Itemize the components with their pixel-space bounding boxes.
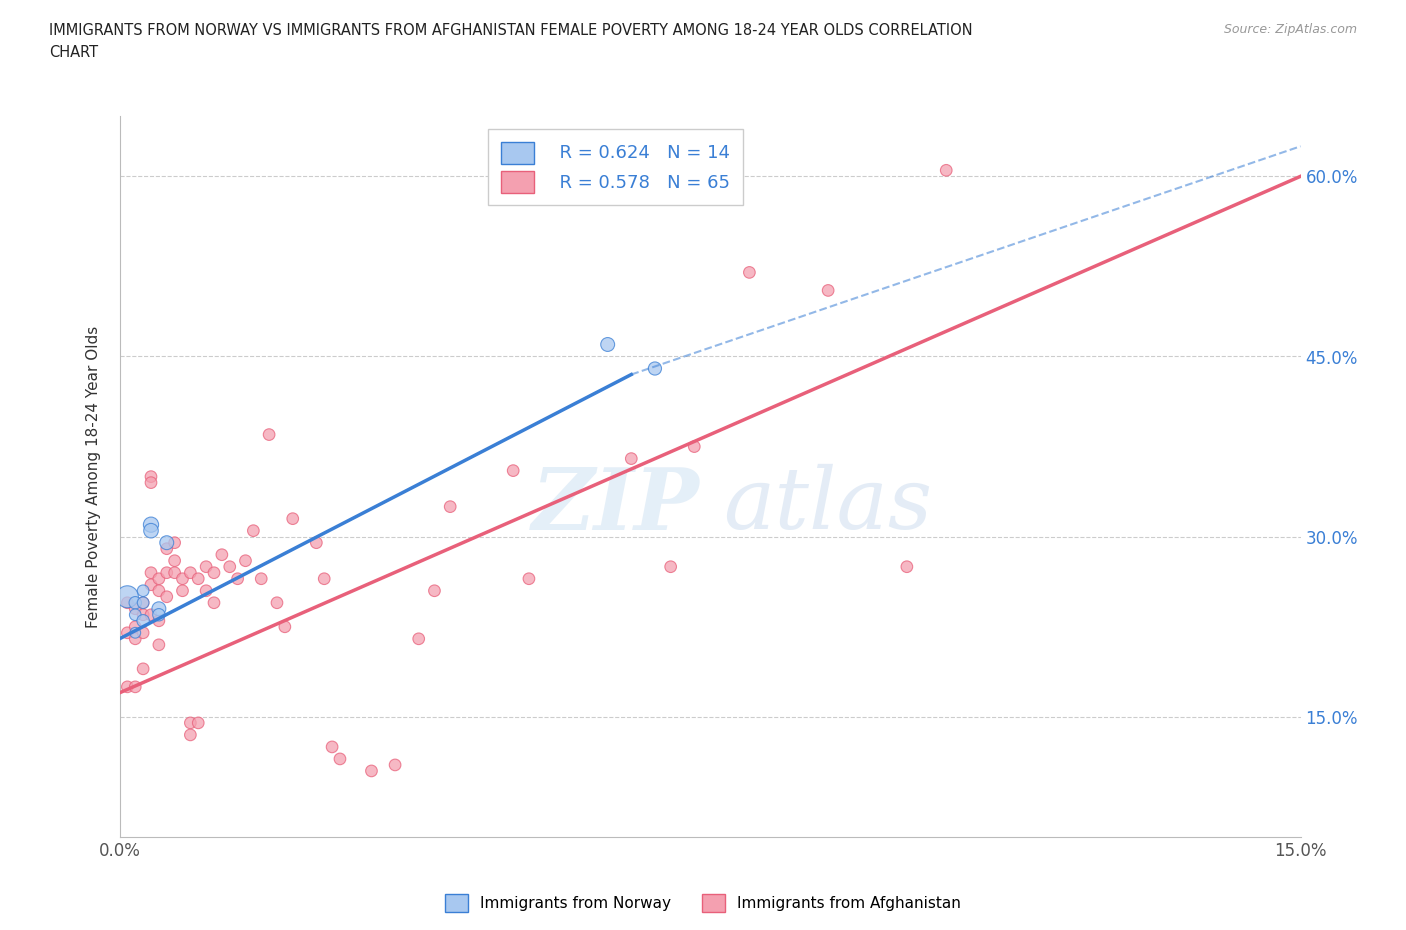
Point <box>250 571 273 586</box>
Point <box>148 602 170 617</box>
Point <box>179 715 201 730</box>
Text: Source: ZipAtlas.com: Source: ZipAtlas.com <box>1223 23 1357 36</box>
Point <box>195 559 218 574</box>
Point <box>124 680 146 695</box>
Point <box>172 571 194 586</box>
Point <box>218 559 240 574</box>
Point <box>117 590 139 604</box>
Point <box>683 439 706 454</box>
Legend: Immigrants from Norway, Immigrants from Afghanistan: Immigrants from Norway, Immigrants from … <box>439 888 967 918</box>
Point <box>139 565 162 580</box>
Point <box>329 751 352 766</box>
Point <box>117 595 139 610</box>
Text: ZIP: ZIP <box>531 464 699 547</box>
Point <box>124 595 146 610</box>
Point <box>156 536 179 551</box>
Point <box>439 499 461 514</box>
Point <box>156 590 179 604</box>
Point <box>117 625 139 640</box>
Point <box>124 625 146 640</box>
Point <box>896 559 918 574</box>
Y-axis label: Female Poverty Among 18-24 Year Olds: Female Poverty Among 18-24 Year Olds <box>86 326 101 628</box>
Point <box>266 595 288 610</box>
Point <box>423 583 446 598</box>
Point <box>148 607 170 622</box>
Point <box>124 619 146 634</box>
Point <box>257 427 280 442</box>
Text: CHART: CHART <box>49 45 98 60</box>
Legend:   R = 0.624   N = 14,   R = 0.578   N = 65: R = 0.624 N = 14, R = 0.578 N = 65 <box>488 129 742 206</box>
Point <box>132 607 155 622</box>
Point <box>132 583 155 598</box>
Point <box>139 517 162 532</box>
Point <box>132 614 155 629</box>
Point <box>202 565 225 580</box>
Point <box>360 764 382 778</box>
Point <box>132 625 155 640</box>
Point <box>202 595 225 610</box>
Text: atlas: atlas <box>724 464 932 547</box>
Point <box>139 470 162 485</box>
Point <box>139 524 162 538</box>
Point <box>274 619 297 634</box>
Point <box>148 614 170 629</box>
Point <box>148 571 170 586</box>
Point <box>132 595 155 610</box>
Point <box>156 541 179 556</box>
Point <box>620 451 643 466</box>
Point <box>163 565 186 580</box>
Point <box>124 602 146 617</box>
Point <box>124 607 146 622</box>
Point <box>163 553 186 568</box>
Point <box>117 680 139 695</box>
Point <box>281 512 304 526</box>
Point <box>408 631 430 646</box>
Point <box>738 265 761 280</box>
Point <box>163 536 186 551</box>
Point <box>124 631 146 646</box>
Point <box>314 571 336 586</box>
Point <box>179 727 201 742</box>
Point <box>187 715 209 730</box>
Point <box>139 607 162 622</box>
Point <box>179 565 201 580</box>
Point <box>305 536 328 551</box>
Text: IMMIGRANTS FROM NORWAY VS IMMIGRANTS FROM AFGHANISTAN FEMALE POVERTY AMONG 18-24: IMMIGRANTS FROM NORWAY VS IMMIGRANTS FRO… <box>49 23 973 38</box>
Point <box>195 583 218 598</box>
Point <box>156 565 179 580</box>
Point <box>596 337 619 352</box>
Point <box>148 583 170 598</box>
Point <box>242 524 264 538</box>
Point <box>384 757 406 772</box>
Point <box>139 475 162 490</box>
Point <box>502 463 524 478</box>
Point <box>235 553 257 568</box>
Point <box>659 559 682 574</box>
Point <box>139 578 162 592</box>
Point <box>935 163 957 178</box>
Point <box>187 571 209 586</box>
Point <box>148 637 170 652</box>
Point <box>132 661 155 676</box>
Point <box>211 547 233 562</box>
Point <box>226 571 249 586</box>
Point <box>172 583 194 598</box>
Point <box>817 283 839 298</box>
Point <box>644 361 666 376</box>
Point <box>321 739 343 754</box>
Point <box>517 571 540 586</box>
Point <box>132 595 155 610</box>
